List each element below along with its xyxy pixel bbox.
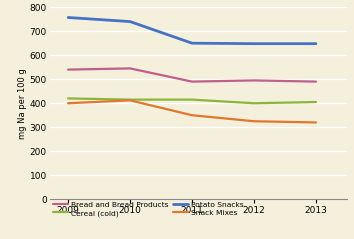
Snack Mixes (66, 102, 70, 105)
Legend: Bread and Bread Products, Cereal (cold), Potato Snacks, Snack Mixes: Bread and Bread Products, Cereal (cold),… (53, 201, 243, 217)
Potato Snacks (66, 16, 70, 19)
Y-axis label: mg Na per 100 g: mg Na per 100 g (18, 68, 27, 139)
Line: Bread and Bread Products: Bread and Bread Products (68, 68, 316, 81)
Cereal (cold) (314, 101, 318, 103)
Potato Snacks (252, 42, 256, 45)
Cereal (cold) (128, 98, 132, 101)
Snack Mixes (314, 121, 318, 124)
Cereal (cold) (252, 102, 256, 105)
Snack Mixes (252, 120, 256, 123)
Cereal (cold) (66, 97, 70, 100)
Bread and Bread Products (66, 68, 70, 71)
Bread and Bread Products (128, 67, 132, 70)
Line: Potato Snacks: Potato Snacks (68, 17, 316, 44)
Line: Snack Mixes: Snack Mixes (68, 100, 316, 122)
Potato Snacks (128, 20, 132, 23)
Potato Snacks (190, 42, 194, 45)
Snack Mixes (190, 114, 194, 117)
Snack Mixes (128, 99, 132, 102)
Bread and Bread Products (314, 80, 318, 83)
Cereal (cold) (190, 98, 194, 101)
Potato Snacks (314, 42, 318, 45)
Bread and Bread Products (252, 79, 256, 82)
Line: Cereal (cold): Cereal (cold) (68, 98, 316, 103)
Bread and Bread Products (190, 80, 194, 83)
